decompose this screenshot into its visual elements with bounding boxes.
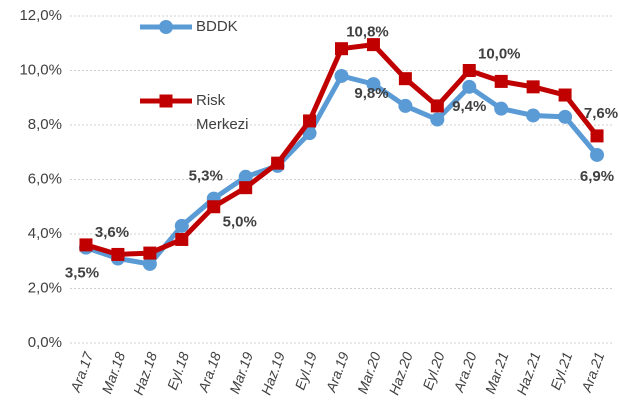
x-tick-label: Ara.21 <box>578 350 607 395</box>
marker <box>143 246 157 260</box>
y-tick-label: 8,0% <box>28 116 62 133</box>
x-tick-label: Ara.17 <box>67 349 97 395</box>
marker <box>334 68 349 83</box>
marker <box>111 247 125 261</box>
marker <box>398 98 413 113</box>
marker <box>462 64 476 77</box>
marker <box>174 218 189 233</box>
marker <box>271 156 285 170</box>
data-label: 10,0% <box>478 45 521 62</box>
x-tick-label: Haz.18 <box>130 350 160 397</box>
marker <box>239 181 253 195</box>
x-tick-label: Mar.18 <box>98 350 128 396</box>
data-label: 10,8% <box>346 24 389 41</box>
x-tick-label: Haz.20 <box>385 350 415 397</box>
marker <box>398 72 412 86</box>
marker <box>238 169 253 184</box>
marker <box>590 147 605 162</box>
y-tick-label: 6,0% <box>28 170 62 187</box>
data-label: 9,4% <box>452 98 486 115</box>
y-tick-label: 2,0% <box>28 279 62 296</box>
marker <box>462 79 477 94</box>
data-label: 7,6% <box>584 105 618 122</box>
marker <box>303 114 317 128</box>
marker <box>79 238 93 252</box>
marker <box>366 77 381 92</box>
marker <box>494 101 509 116</box>
marker <box>558 109 573 124</box>
marker <box>366 38 380 52</box>
data-label: 3,6% <box>95 224 129 241</box>
marker <box>526 80 540 94</box>
legend-marker <box>159 20 173 34</box>
data-label: 9,8% <box>354 85 388 102</box>
marker <box>526 108 541 123</box>
data-label: 5,3% <box>189 168 223 185</box>
data-label: 5,0% <box>223 214 257 231</box>
x-tick-label: Haz.21 <box>513 350 543 397</box>
marker <box>494 74 508 88</box>
x-tick-label: Haz.19 <box>258 350 288 397</box>
legend-marker <box>159 94 173 108</box>
legend-label: BDDK <box>196 18 238 35</box>
y-tick-label: 4,0% <box>28 225 62 242</box>
x-tick-label: Eyl.20 <box>419 350 447 392</box>
y-tick-label: 0,0% <box>28 334 62 351</box>
y-tick-label: 12,0% <box>19 7 62 24</box>
marker <box>335 42 348 56</box>
marker <box>558 88 572 102</box>
marker <box>142 256 157 271</box>
x-tick-label: Eyl.18 <box>164 350 192 392</box>
marker <box>207 200 221 214</box>
x-tick-label: Ara.18 <box>195 350 225 395</box>
x-tick-label: Ara.19 <box>322 350 352 395</box>
data-label: 3,5% <box>65 265 99 282</box>
marker <box>590 129 604 143</box>
marker <box>175 232 189 246</box>
x-tick-label: Mar.20 <box>354 350 384 396</box>
y-tick-label: 10,0% <box>19 61 62 78</box>
x-tick-label: Eyl.21 <box>547 350 575 392</box>
x-tick-label: Mar.19 <box>226 350 256 396</box>
marker <box>430 99 444 113</box>
marker <box>430 112 445 127</box>
data-label: 6,9% <box>580 168 614 185</box>
x-tick-label: Mar.21 <box>482 350 512 396</box>
legend-label: Risk Merkezi <box>196 92 249 133</box>
x-tick-label: Eyl.19 <box>292 350 320 392</box>
x-tick-label: Ara.20 <box>450 350 480 395</box>
